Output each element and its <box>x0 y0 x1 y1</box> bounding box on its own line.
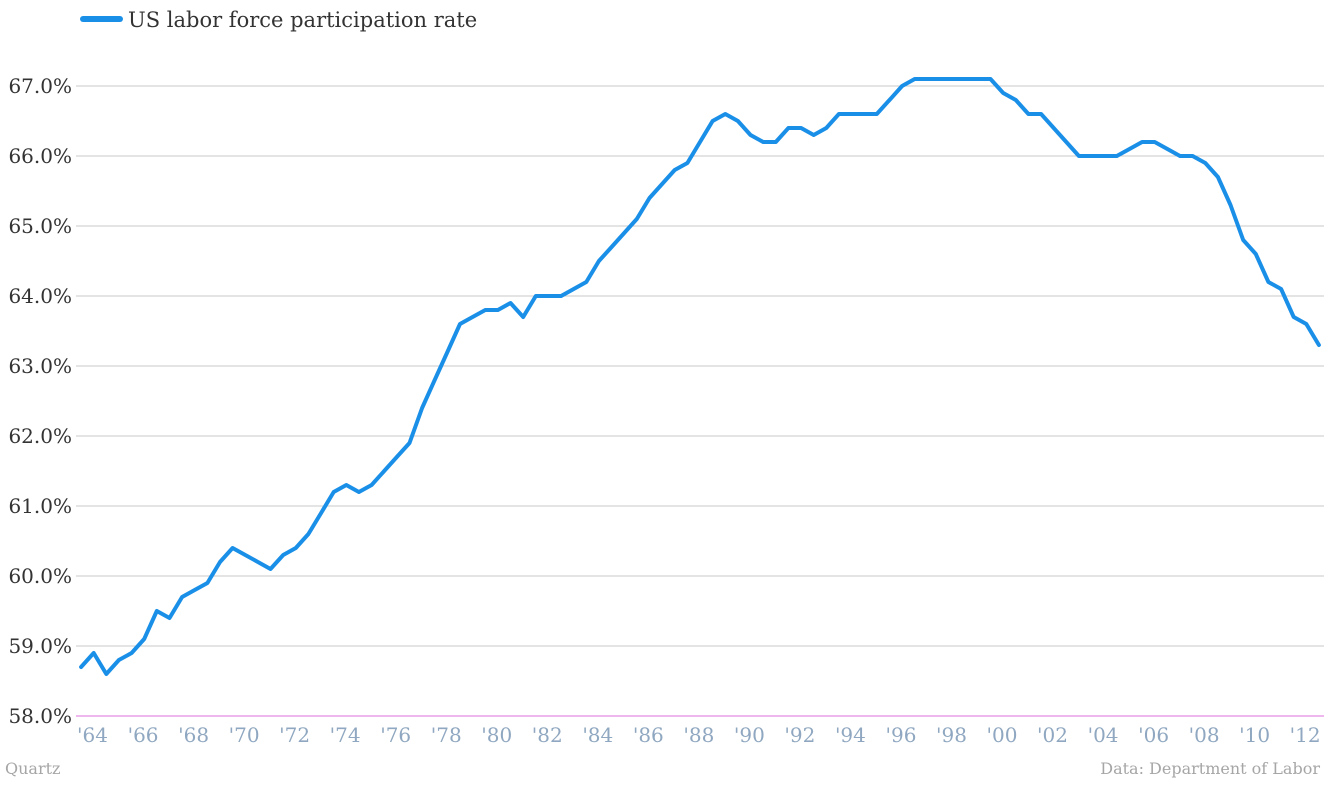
x-tick-label: '68 <box>178 723 209 747</box>
legend-label: US labor force participation rate <box>128 8 477 32</box>
y-tick-label: 67.0% <box>8 74 72 98</box>
x-tick-label: '98 <box>936 723 967 747</box>
x-tick-label: '80 <box>481 723 512 747</box>
y-tick-label: 64.0% <box>8 284 72 308</box>
x-tick-label: '74 <box>330 723 361 747</box>
x-axis-ticks: '64 '66 '68 '70 '72 '74 '76 '78 '80 '82 '84 '86 '88 '… <box>77 723 1321 747</box>
y-tick-label: 63.0% <box>8 354 72 378</box>
x-tick-label: '64 <box>77 723 108 747</box>
x-tick-label: '88 <box>683 723 714 747</box>
y-tick-label: 66.0% <box>8 144 72 168</box>
x-tick-label: '86 <box>633 723 664 747</box>
y-tick-label: 62.0% <box>8 424 72 448</box>
footer-source-right: Data: Department of Labor <box>1100 759 1320 778</box>
gridlines <box>76 85 1324 717</box>
footer-source-left: Quartz <box>5 759 60 778</box>
y-tick-label: 60.0% <box>8 564 72 588</box>
legend: US labor force participation rate <box>80 8 477 32</box>
x-tick-label: '02 <box>1037 723 1068 747</box>
x-tick-label: '08 <box>1189 723 1220 747</box>
x-tick-label: '66 <box>128 723 159 747</box>
y-tick-label: 59.0% <box>8 634 72 658</box>
x-tick-label: '12 <box>1290 723 1321 747</box>
x-tick-label: '76 <box>380 723 411 747</box>
y-tick-label: 61.0% <box>8 494 72 518</box>
x-tick-label: '10 <box>1239 723 1270 747</box>
x-tick-label: '00 <box>987 723 1018 747</box>
x-tick-label: '92 <box>784 723 815 747</box>
x-tick-label: '82 <box>532 723 563 747</box>
x-tick-label: '90 <box>734 723 765 747</box>
series-line-0 <box>79 77 1321 676</box>
x-tick-label: '06 <box>1138 723 1169 747</box>
y-axis-ticks: 58.0% 59.0% 60.0% 61.0% 62.0% 63.0% 64.0% 65.0%… <box>8 74 72 728</box>
x-tick-label: '72 <box>279 723 310 747</box>
y-tick-label: 65.0% <box>8 214 72 238</box>
x-tick-label: '04 <box>1088 723 1119 747</box>
x-tick-label: '96 <box>885 723 916 747</box>
y-tick-label: 58.0% <box>8 704 72 728</box>
x-tick-label: '94 <box>835 723 866 747</box>
x-tick-label: '70 <box>229 723 260 747</box>
x-tick-label: '84 <box>582 723 613 747</box>
series-lines <box>79 77 1321 676</box>
x-tick-label: '78 <box>431 723 462 747</box>
